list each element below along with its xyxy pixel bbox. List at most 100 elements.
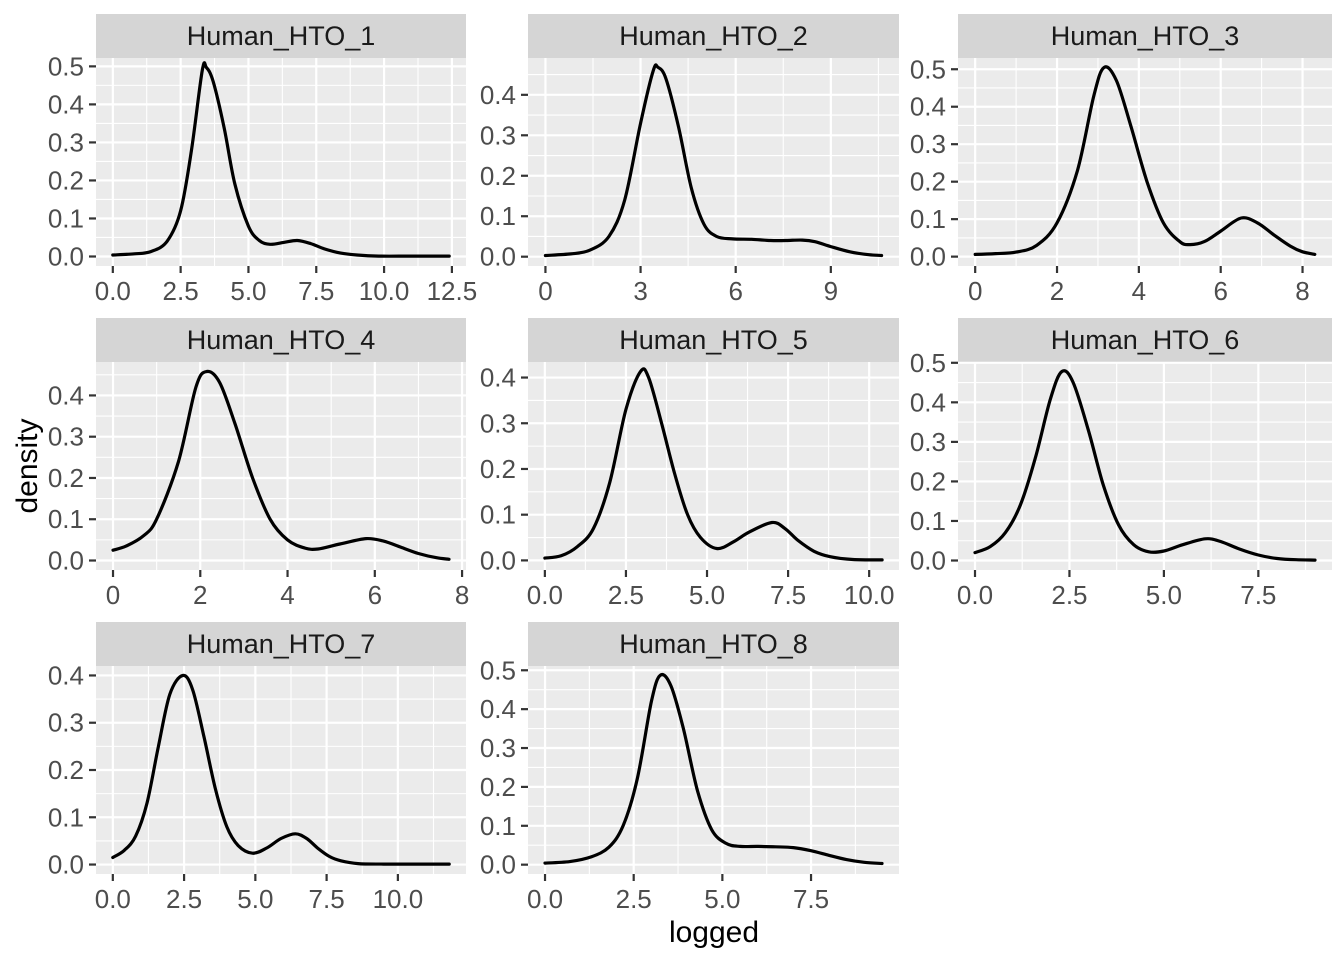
facet-strip: Human_HTO_4: [96, 318, 466, 362]
y-tick-label: 0.5: [48, 51, 84, 81]
panel-background: [528, 362, 899, 570]
panel-background: [96, 58, 466, 266]
y-tick-label: 0.2: [910, 167, 946, 197]
y-tick-label: 0.2: [48, 463, 84, 493]
y-tick-label: 0.5: [910, 348, 946, 378]
facet-panel-svg: 0.0 0.1 0.2 0.3 0.4 0.5 0.0 2.5 5.0 7.5: [480, 655, 899, 914]
y-tick-label: 0.0: [48, 546, 84, 576]
facet-strip: Human_HTO_1: [96, 14, 466, 58]
x-tick-label: 0: [968, 276, 982, 306]
x-tick-label: 5.0: [704, 884, 740, 914]
y-tick-label: 0.4: [480, 80, 516, 110]
x-tick-label: 6: [1213, 276, 1227, 306]
x-tick-label: 2.5: [163, 276, 199, 306]
facet-panel-svg: 0.0 0.1 0.2 0.3 0.4 0.0 2.5 5.0 7.5 10.0: [480, 362, 899, 610]
y-tick-label: 0.0: [480, 242, 516, 272]
x-tick-label: 7.5: [309, 884, 345, 914]
panel-background: [528, 666, 899, 874]
y-tick-label: 0.3: [480, 120, 516, 150]
y-tick-label: 0.1: [910, 204, 946, 234]
facet-strip: Human_HTO_5: [528, 318, 899, 362]
x-tick-label: 4: [280, 580, 294, 610]
y-tick-label: 0.0: [48, 241, 84, 271]
y-tick-label: 0.0: [480, 850, 516, 880]
y-tick-label: 0.2: [48, 755, 84, 785]
y-tick-label: 0.5: [910, 54, 946, 84]
panel-background: [528, 58, 899, 266]
x-tick-label: 0.0: [527, 580, 563, 610]
y-tick-label: 0.3: [910, 427, 946, 457]
y-tick-label: 0.1: [48, 203, 84, 233]
facet-strip: Human_HTO_2: [528, 14, 899, 58]
x-tick-label: 3: [633, 276, 647, 306]
x-tick-label: 2.5: [1051, 580, 1087, 610]
y-tick-label: 0.2: [480, 772, 516, 802]
y-tick-label: 0.1: [480, 500, 516, 530]
facet-strip: Human_HTO_3: [958, 14, 1332, 58]
y-tick-label: 0.0: [910, 242, 946, 272]
x-tick-label: 0: [106, 580, 120, 610]
density-curve: [543, 367, 884, 562]
facet-title: Human_HTO_5: [619, 324, 808, 355]
facet-panel-svg: 0.0 0.1 0.2 0.3 0.4 0.5 0.0 2.5 5.0 7.5 10.0 12.5: [48, 51, 477, 306]
x-tick-label: 2.5: [608, 580, 644, 610]
x-tick-label: 7.5: [793, 884, 829, 914]
y-tick-label: 0.1: [48, 504, 84, 534]
x-tick-label: 5.0: [237, 884, 273, 914]
facet-panel-svg: 0.0 0.1 0.2 0.3 0.4 0.5 0.0 2.5 5.0 7.5: [910, 348, 1332, 610]
facet-panel-svg: 0.0 0.1 0.2 0.3 0.4 0.5 0 2 4 6 8: [910, 54, 1332, 306]
y-tick-label: 0.2: [480, 454, 516, 484]
density-curve: [543, 673, 884, 866]
density-curve: [543, 63, 884, 258]
x-tick-label: 9: [824, 276, 838, 306]
y-tick-label: 0.4: [48, 380, 84, 410]
x-tick-label: 10.0: [373, 884, 424, 914]
x-tick-label: 6: [728, 276, 742, 306]
x-tick-label: 0.0: [957, 580, 993, 610]
y-tick-label: 0.1: [48, 802, 84, 832]
y-tick-label: 0.2: [48, 165, 84, 195]
x-tick-label: 2.5: [166, 884, 202, 914]
y-tick-label: 0.4: [480, 694, 516, 724]
facet-title: Human_HTO_8: [619, 628, 808, 659]
x-tick-label: 7.5: [770, 580, 806, 610]
facet-title: Human_HTO_2: [619, 20, 808, 51]
y-tick-label: 0.3: [910, 129, 946, 159]
facet-panel-svg: 0.0 0.1 0.2 0.3 0.4 0 2 4 6 8: [48, 362, 469, 610]
x-tick-label: 0.0: [95, 276, 131, 306]
facet-title: Human_HTO_1: [186, 20, 376, 51]
facet-title: Human_HTO_6: [1050, 324, 1240, 355]
y-tick-label: 0.3: [480, 408, 516, 438]
y-tick-label: 0.4: [48, 89, 84, 119]
facet-strip: Human_HTO_6: [958, 318, 1332, 362]
panel-background: [958, 362, 1332, 570]
density-curve: [111, 61, 451, 258]
facet-panel-svg: 0.0 0.1 0.2 0.3 0.4 0.0 2.5 5.0 7.5 10.0: [48, 660, 466, 914]
x-tick-label: 7.5: [298, 276, 334, 306]
x-tick-label: 8: [455, 580, 469, 610]
y-tick-label: 0.0: [480, 545, 516, 575]
density-curve: [111, 673, 451, 866]
y-tick-label: 0.1: [910, 506, 946, 536]
x-axis-title: logged: [668, 916, 760, 949]
x-tick-label: 5.0: [1146, 580, 1182, 610]
x-tick-label: 0: [538, 276, 552, 306]
x-tick-label: 10.0: [844, 580, 895, 610]
x-tick-label: 5.0: [230, 276, 266, 306]
panel-background: [96, 362, 466, 570]
y-tick-label: 0.2: [910, 466, 946, 496]
density-curve: [973, 369, 1317, 562]
x-tick-label: 6: [368, 580, 382, 610]
facet-strip: Human_HTO_8: [528, 622, 899, 666]
x-tick-label: 2: [1050, 276, 1064, 306]
x-tick-label: 2.5: [616, 884, 652, 914]
y-tick-label: 0.0: [48, 850, 84, 880]
x-tick-label: 7.5: [1240, 580, 1276, 610]
y-tick-label: 0.3: [48, 708, 84, 738]
y-tick-label: 0.4: [910, 387, 946, 417]
y-tick-label: 0.3: [480, 733, 516, 763]
density-curve: [973, 65, 1317, 256]
facet-strip: Human_HTO_7: [96, 622, 466, 666]
y-tick-label: 0.4: [48, 660, 84, 690]
